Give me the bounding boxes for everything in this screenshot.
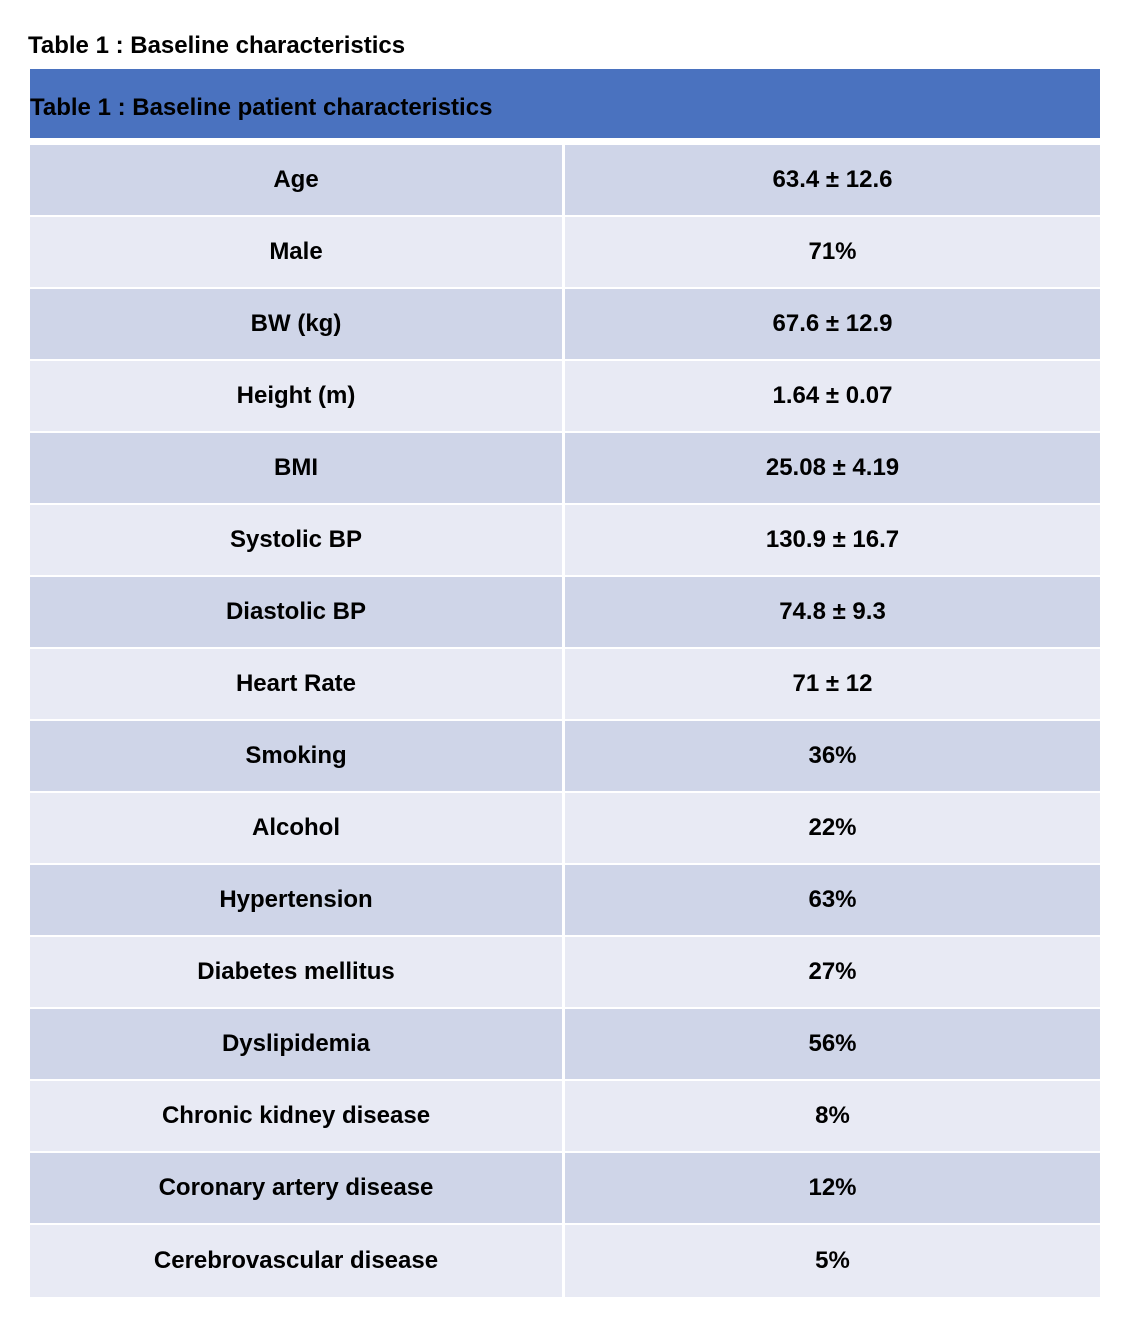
row-label: Cerebrovascular disease — [30, 1225, 565, 1297]
table-row: Dyslipidemia 56% — [30, 1009, 1100, 1081]
table-row: Cerebrovascular disease 5% — [30, 1225, 1100, 1297]
table-row: Height (m) 1.64 ± 0.07 — [30, 361, 1100, 433]
row-label: Height (m) — [30, 361, 565, 433]
row-label: Alcohol — [30, 793, 565, 865]
table-row: Coronary artery disease 12% — [30, 1153, 1100, 1225]
baseline-table: Table 1 : Baseline patient characteristi… — [30, 69, 1100, 1297]
row-value: 5% — [565, 1225, 1100, 1297]
table-row: BMI 25.08 ± 4.19 — [30, 433, 1100, 505]
row-label: Dyslipidemia — [30, 1009, 565, 1081]
row-value: 56% — [565, 1009, 1100, 1081]
row-label: Hypertension — [30, 865, 565, 937]
row-value: 71 ± 12 — [565, 649, 1100, 721]
row-value: 67.6 ± 12.9 — [565, 289, 1100, 361]
row-value: 8% — [565, 1081, 1100, 1153]
row-label: Age — [30, 145, 565, 217]
table-row: Age 63.4 ± 12.6 — [30, 145, 1100, 217]
table-row: Diastolic BP 74.8 ± 9.3 — [30, 577, 1100, 649]
row-value: 74.8 ± 9.3 — [565, 577, 1100, 649]
row-label: Diastolic BP — [30, 577, 565, 649]
row-label: BMI — [30, 433, 565, 505]
row-label: BW (kg) — [30, 289, 565, 361]
header-divider — [30, 138, 1100, 145]
row-label: Smoking — [30, 721, 565, 793]
row-value: 63.4 ± 12.6 — [565, 145, 1100, 217]
row-value: 25.08 ± 4.19 — [565, 433, 1100, 505]
row-value: 1.64 ± 0.07 — [565, 361, 1100, 433]
row-label: Heart Rate — [30, 649, 565, 721]
table-row: Chronic kidney disease 8% — [30, 1081, 1100, 1153]
table-row: BW (kg) 67.6 ± 12.9 — [30, 289, 1100, 361]
table-caption: Table 1 : Baseline characteristics — [28, 32, 406, 59]
row-value: 12% — [565, 1153, 1100, 1225]
row-label: Systolic BP — [30, 505, 565, 577]
row-label: Male — [30, 217, 565, 289]
table-body: Age 63.4 ± 12.6 Male 71% BW (kg) 67.6 ± 12.9 H… — [30, 145, 1100, 1297]
table-header: Table 1 : Baseline patient characteristi… — [30, 69, 1100, 138]
row-value: 63% — [565, 865, 1100, 937]
row-label: Diabetes mellitus — [30, 937, 565, 1009]
row-label: Coronary artery disease — [30, 1153, 565, 1225]
table-row: Systolic BP 130.9 ± 16.7 — [30, 505, 1100, 577]
row-value: 130.9 ± 16.7 — [565, 505, 1100, 577]
row-value: 22% — [565, 793, 1100, 865]
table-row: Smoking 36% — [30, 721, 1100, 793]
table-row: Hypertension 63% — [30, 865, 1100, 937]
table-row: Heart Rate 71 ± 12 — [30, 649, 1100, 721]
row-label: Chronic kidney disease — [30, 1081, 565, 1153]
row-value: 36% — [565, 721, 1100, 793]
table-header-title: Table 1 : Baseline patient characteristi… — [30, 93, 493, 121]
table-row: Alcohol 22% — [30, 793, 1100, 865]
table-row: Male 71% — [30, 217, 1100, 289]
row-value: 27% — [565, 937, 1100, 1009]
table-row: Diabetes mellitus 27% — [30, 937, 1100, 1009]
row-value: 71% — [565, 217, 1100, 289]
